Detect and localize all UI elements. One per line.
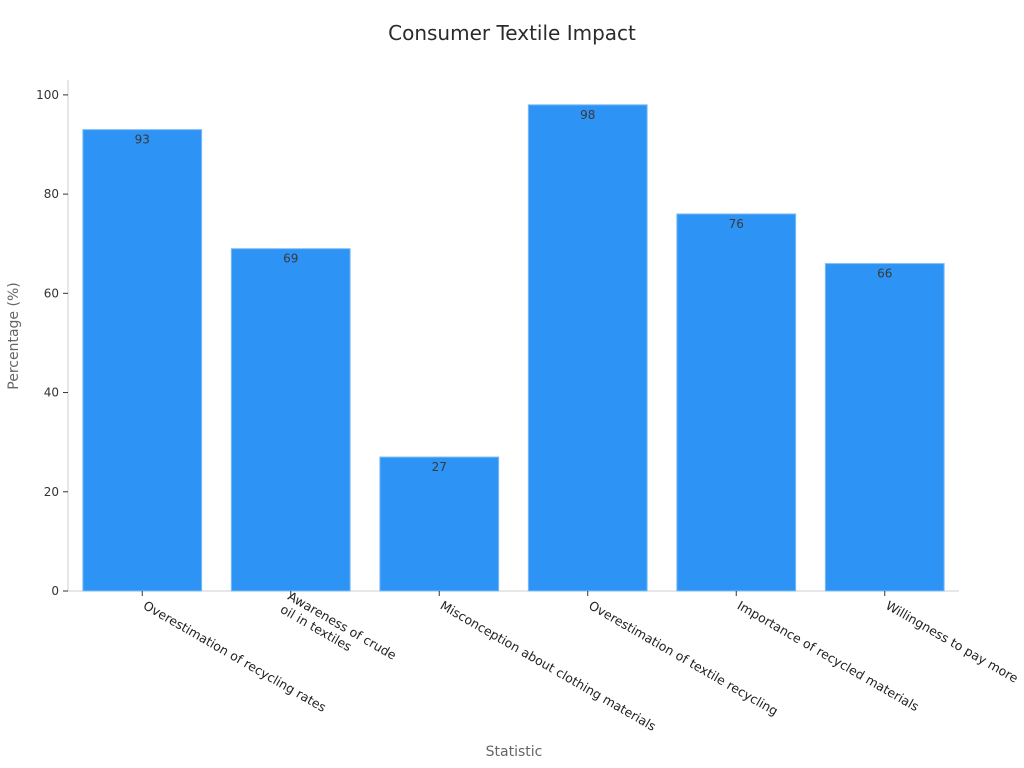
y-axis-title: Percentage (%) xyxy=(6,282,22,389)
bar xyxy=(676,213,797,592)
bar xyxy=(379,456,500,592)
bar-data-label: 93 xyxy=(135,133,150,147)
bar xyxy=(824,263,945,592)
bar xyxy=(527,104,648,592)
bar xyxy=(82,129,203,592)
y-tick-label: 100 xyxy=(36,88,59,102)
bar-data-label: 27 xyxy=(432,460,447,474)
bar xyxy=(230,248,351,592)
bar-data-label: 98 xyxy=(580,108,595,122)
bar-data-label: 66 xyxy=(877,267,892,281)
chart-title: Consumer Textile Impact xyxy=(388,21,636,45)
bar-data-label: 76 xyxy=(729,217,744,231)
y-tick-label: 80 xyxy=(44,187,59,201)
x-category-label: Awareness of crudeoil in textiles xyxy=(278,588,400,675)
bar-data-label: 69 xyxy=(283,252,298,266)
y-tick-label: 20 xyxy=(44,485,59,499)
y-tick-label: 40 xyxy=(44,386,59,400)
y-tick-label: 0 xyxy=(51,584,59,598)
y-tick-label: 60 xyxy=(44,286,59,300)
x-axis-title: Statistic xyxy=(486,744,543,760)
x-category-label: Willingness to pay more xyxy=(883,598,1021,686)
